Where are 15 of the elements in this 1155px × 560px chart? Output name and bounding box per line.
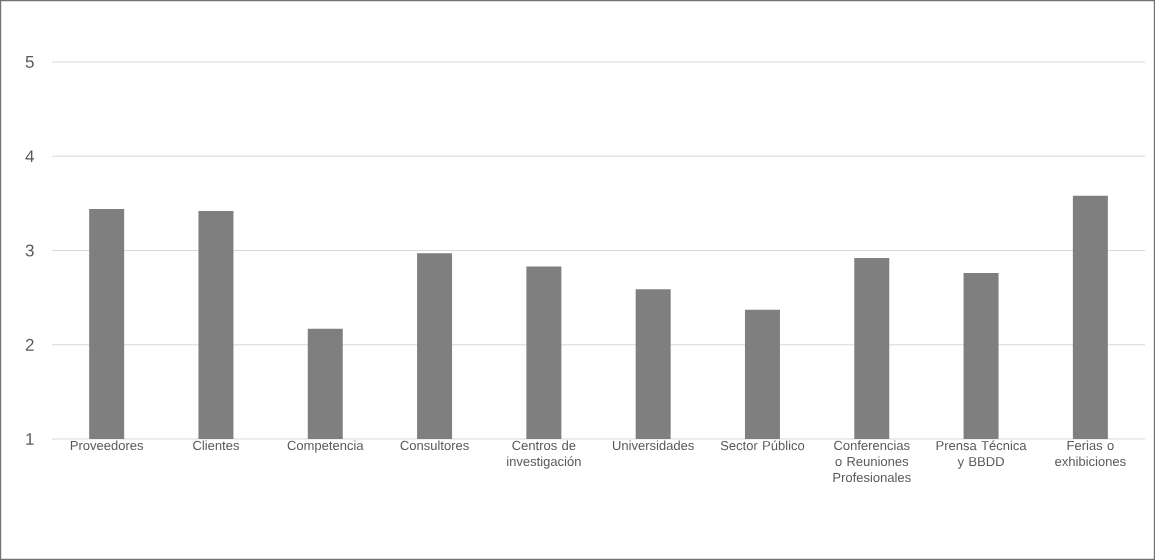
x-tick-label: Universidades [612, 440, 694, 451]
x-tick-label: Consultores [400, 440, 469, 451]
x-tick-label: Ferias o exhibiciones [1055, 440, 1126, 467]
x-tick-label: Sector Público [720, 440, 805, 451]
y-tick-label: 4 [25, 150, 34, 163]
x-tick-label: Conferencias o Reuniones Profesionales [833, 440, 911, 483]
x-tick-label: Prensa Técnica y BBDD [936, 440, 1027, 469]
y-tick-label: 5 [25, 56, 34, 68]
y-tick-label: 3 [25, 244, 34, 257]
x-tick-label: Centros de investigación [507, 440, 581, 469]
x-tick-label: Clientes [193, 440, 239, 451]
y-tick-label: 2 [25, 338, 34, 351]
x-tick-label: Competencia [287, 440, 364, 453]
y-tick-label: 1 [26, 433, 34, 445]
x-tick-label: Proveedores [70, 440, 144, 451]
